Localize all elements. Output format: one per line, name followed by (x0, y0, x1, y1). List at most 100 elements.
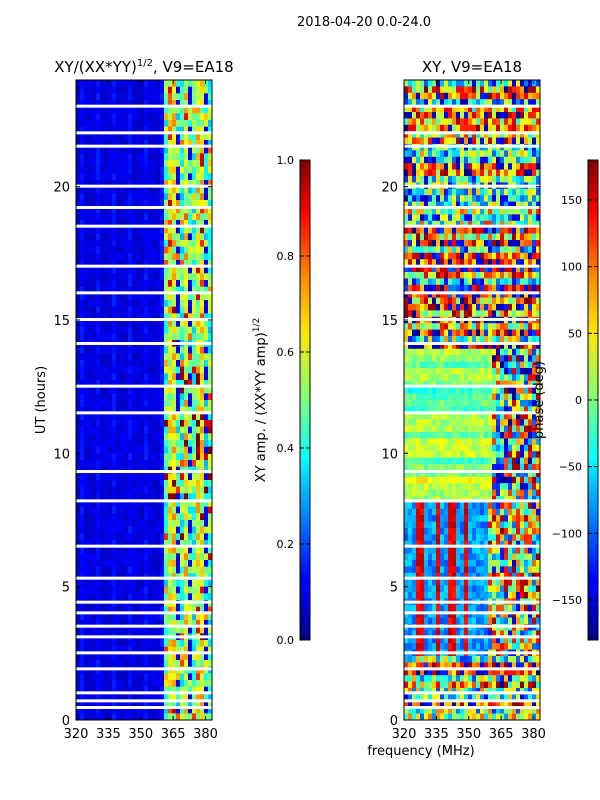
amplitude-cell (88, 453, 93, 461)
amplitude-cell (192, 260, 197, 268)
amplitude-cell (144, 473, 149, 481)
amplitude-cell (148, 313, 153, 321)
phase-cell (460, 265, 465, 273)
phase-cell (476, 156, 481, 164)
amplitude-cell (188, 193, 193, 201)
amplitude-cell (196, 406, 201, 414)
amplitude-cell (112, 533, 117, 541)
amplitude-cell (116, 620, 121, 628)
amplitude-cell (120, 226, 125, 234)
amplitude-cell (164, 506, 169, 514)
amplitude-cell (80, 706, 85, 714)
amplitude-cell (112, 560, 117, 568)
amplitude-cell (84, 100, 89, 108)
amplitude-cell (120, 406, 125, 414)
amplitude-cell (124, 186, 129, 194)
amplitude-cell (140, 513, 145, 521)
phase-cell (424, 252, 429, 260)
phase-cell (480, 368, 485, 375)
amplitude-gap-line (76, 131, 212, 135)
amplitude-cell (152, 380, 157, 388)
amplitude-cell (80, 493, 85, 501)
phase-cell (468, 336, 473, 343)
amplitude-cell (184, 640, 189, 648)
amplitude-cell (92, 626, 97, 634)
amplitude-cell (164, 493, 169, 501)
amplitude-cell (120, 180, 125, 188)
phase-cell (432, 297, 437, 305)
phase-cell (452, 323, 457, 331)
phase-cell (516, 220, 521, 228)
amplitude-cell (188, 413, 193, 421)
phase-cell (428, 163, 433, 171)
phase-cell (440, 227, 445, 235)
amplitude-cell (192, 613, 197, 621)
amplitude-cell (88, 353, 93, 361)
phase-cell (460, 80, 465, 87)
amplitude-cell (148, 386, 153, 394)
amplitude-cell (140, 260, 145, 268)
amplitude-cell (136, 473, 141, 481)
amplitude-cell (156, 133, 161, 141)
phase-cell (452, 329, 457, 337)
amplitude-cell (80, 93, 85, 101)
amplitude-cell (120, 320, 125, 328)
amplitude-cell (184, 160, 189, 168)
phase-cell (536, 368, 540, 375)
amplitude-cell (208, 500, 212, 508)
amplitude-cell (112, 420, 117, 428)
amplitude-cell (172, 453, 177, 461)
amplitude-cell (104, 233, 109, 241)
amplitude-cell (76, 433, 81, 441)
phase-cell (436, 259, 441, 267)
amplitude-cell (152, 700, 157, 708)
amplitude-cell (108, 186, 113, 194)
phase-cell (436, 380, 441, 388)
amplitude-cell (160, 353, 165, 361)
amplitude-cell (120, 500, 125, 508)
amplitude-colorbar-tick-label: 0.2 (277, 538, 295, 551)
amplitude-cell (88, 326, 93, 334)
amplitude-cell (80, 300, 85, 308)
amplitude-cell (80, 446, 85, 454)
phase-cell (472, 124, 477, 132)
amplitude-cell (96, 446, 101, 454)
amplitude-cell (164, 380, 169, 388)
phase-cell (424, 169, 429, 177)
amplitude-cell (208, 333, 212, 341)
amplitude-cell (76, 306, 81, 314)
amplitude-cell (188, 146, 193, 154)
amplitude-cell (156, 680, 161, 688)
phase-cell (420, 272, 425, 279)
amplitude-cell (196, 300, 201, 308)
amplitude-cell (180, 380, 185, 388)
amplitude-gap-line (76, 635, 212, 639)
amplitude-cell (148, 440, 153, 448)
phase-cell (488, 361, 493, 369)
phase-cell (452, 156, 457, 164)
amplitude-gap-line (76, 691, 212, 695)
amplitude-cell (184, 386, 189, 394)
amplitude-cell (160, 333, 165, 341)
amplitude-cell (188, 453, 193, 461)
amplitude-cell (184, 380, 189, 388)
phase-cell (488, 297, 493, 305)
amplitude-cell (104, 200, 109, 208)
amplitude-cell (140, 533, 145, 541)
amplitude-cell (200, 580, 205, 588)
amplitude-cell (148, 473, 153, 481)
amplitude-cell (104, 166, 109, 174)
phase-cell (516, 163, 521, 171)
amplitude-cell (120, 506, 125, 514)
amplitude-cell (96, 120, 101, 128)
amplitude-cell (132, 593, 137, 601)
amplitude-cell (140, 273, 145, 281)
phase-cell (416, 374, 421, 382)
amplitude-cell (164, 713, 169, 720)
phase-cell (468, 348, 473, 356)
amplitude-cell (108, 320, 113, 328)
phase-cell (516, 131, 521, 139)
amplitude-cell (132, 713, 137, 720)
phase-cell (536, 284, 540, 292)
amplitude-cell (104, 393, 109, 401)
